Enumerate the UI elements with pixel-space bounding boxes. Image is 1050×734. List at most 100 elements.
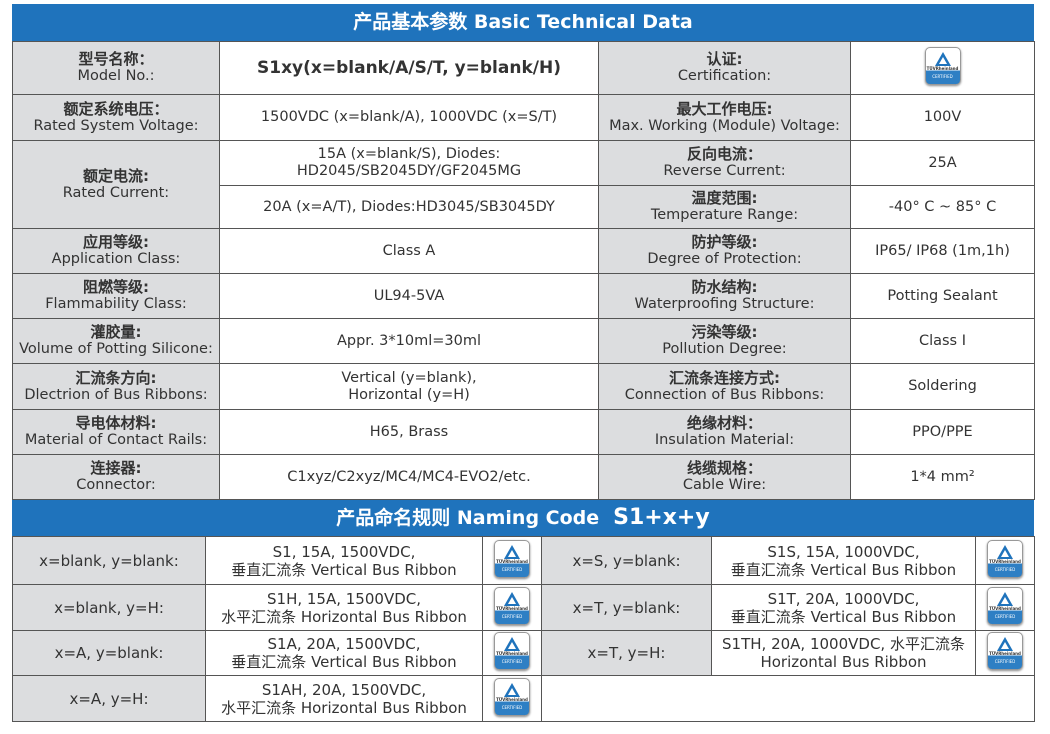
label-en: Max. Working (Module) Voltage: (609, 117, 840, 134)
naming-cert: TÜVRheinland CERTIFIED (482, 630, 542, 676)
naming-key: x=A, y=H: (12, 675, 206, 722)
label-cn: 污染等级: (691, 323, 758, 341)
naming-desc: S1A, 20A, 1500VDC, 垂直汇流条 Vertical Bus Rib… (205, 630, 483, 676)
naming-row: x=A, y=H: S1AH, 20A, 1500VDC, 水平汇流条 Horizo… (12, 675, 1035, 722)
naming-section-title: 产品命名规则 Naming Code (336, 507, 600, 529)
spec-label: 线缆规格： Cable Wire: (598, 454, 851, 500)
label-en: Rated System Voltage: (33, 117, 199, 134)
naming-key: x=blank, y=H: (12, 584, 206, 631)
label-en: Model No.: (77, 68, 155, 84)
label-cn: 应用等级: (83, 233, 149, 251)
label-cn: 额定电流: (83, 166, 149, 185)
naming-row: x=blank, y=blank: S1, 15A, 1500VDC, 垂直汇流条 … (12, 536, 1035, 585)
naming-desc: S1, 15A, 1500VDC, 垂直汇流条 Vertical Bus Ribb… (205, 536, 483, 585)
spec-value: -40° C ~ 85° C (850, 185, 1035, 229)
spec-label: 阻燃等级: Flammability Class: (12, 273, 220, 319)
spec-label: 绝缘材料： Insulation Material: (598, 409, 851, 455)
label-cn: 灌胶量: (90, 323, 142, 341)
naming-key: x=S, y=blank: (541, 536, 712, 585)
tuv-rheinland-certified-icon: TÜVRheinland CERTIFIED (987, 632, 1023, 670)
spec-value: S1xy(x=blank/A/S/T, y=blank/H) (219, 41, 599, 95)
spec-value: 1*4 mm² (850, 454, 1035, 500)
spec-row: 额定电流: Rated Current: 15A (x=blank/S), Diod… (12, 140, 1035, 229)
spec-label: 导电体材料: Material of Contact Rails: (12, 409, 220, 455)
label-cn: 阻燃等级: (83, 278, 149, 296)
spec-value: Class I (850, 318, 1035, 364)
spec-row: 20A (x=A/T), Diodes:HD3045/SB3045DY 温度范围:… (13, 185, 1035, 229)
label-en: Application Class: (51, 251, 181, 267)
label-en: Temperature Range: (650, 207, 799, 223)
label-cn: 绝缘材料： (686, 414, 762, 432)
basic-section-title: 产品基本参数 Basic Technical Data (12, 4, 1034, 41)
spec-value: 100V (850, 94, 1035, 141)
spec-value: H65, Brass (219, 409, 599, 455)
naming-code-section: 产品命名规则 Naming Code S1+x+y x=blank, y=blan… (12, 500, 1035, 722)
label-cn: 反向电流： (686, 145, 762, 163)
spec-label: 额定系统电压： Rated System Voltage: (12, 94, 220, 141)
naming-key: x=blank, y=blank: (12, 536, 206, 585)
tuv-rheinland-certified-icon: TÜVRheinland CERTIFIED (987, 586, 1023, 625)
label-cn: 防护等级: (691, 233, 758, 251)
label-en: Waterproofing Structure: (634, 296, 815, 312)
spec-value: Potting Sealant (850, 273, 1035, 319)
spec-label: 汇流条方向: Dlectrion of Bus Ribbons: (12, 363, 220, 410)
tuv-rheinland-certified-icon: TÜVRheinland CERTIFIED (494, 586, 530, 625)
label-en: Connection of Bus Ribbons: (624, 386, 825, 403)
spec-value: Vertical (y=blank), Horizontal (y=H) (219, 363, 599, 410)
label-en: Cable Wire: (682, 477, 767, 493)
label-cn: 汇流条连接方式: (669, 368, 780, 387)
spec-value: 25A (850, 140, 1035, 186)
empty-cell (541, 675, 1035, 722)
label-cn: 导电体材料: (75, 414, 157, 432)
spec-row: 阻燃等级: Flammability Class: UL94-5VA 防水结构: Wat… (12, 273, 1035, 319)
spec-label: 最大工作电压: Max. Working (Module) Voltage: (598, 94, 851, 141)
label-cn: 线缆规格： (686, 459, 762, 477)
spec-value: TÜVRheinland CERTIFIED (850, 41, 1035, 95)
spec-label: 防水结构: Waterproofing Structure: (598, 273, 851, 319)
spec-value: UL94-5VA (219, 273, 599, 319)
naming-row: x=A, y=blank: S1A, 20A, 1500VDC, 垂直汇流条 Ver… (12, 630, 1035, 676)
naming-key: x=T, y=blank: (541, 584, 712, 631)
naming-cert: TÜVRheinland CERTIFIED (975, 630, 1035, 676)
naming-cert: TÜVRheinland CERTIFIED (482, 584, 542, 631)
spec-value: Soldering (850, 363, 1035, 410)
spec-value: IP65/ IP68 (1m,1h) (850, 228, 1035, 274)
spec-label: 防护等级: Degree of Protection: (598, 228, 851, 274)
spec-row: 额定系统电压： Rated System Voltage: 1500VDC (x=b… (12, 94, 1035, 141)
label-en: Connector: (76, 477, 156, 493)
basic-data-table: 型号名称： Model No.: S1xy(x=blank/A/S/T, y=bla… (12, 41, 1035, 500)
naming-desc: S1TH, 20A, 1000VDC, 水平汇流条 Horizontal Bus … (711, 630, 976, 676)
label-en: Volume of Potting Silicone: (19, 341, 213, 357)
label-cn: 认证: (706, 50, 743, 68)
tuv-rheinland-certified-icon: TÜVRheinland CERTIFIED (494, 539, 530, 578)
naming-desc: S1T, 20A, 1000VDC, 垂直汇流条 Vertical Bus Rib… (711, 584, 976, 631)
spec-label: 灌胶量: Volume of Potting Silicone: (12, 318, 220, 364)
naming-desc: S1H, 15A, 1500VDC, 水平汇流条 Horizontal Bus R… (205, 584, 483, 631)
basic-technical-data-section: 产品基本参数 Basic Technical Data 型号名称： Model N… (12, 4, 1035, 500)
spec-value: 20A (x=A/T), Diodes:HD3045/SB3045DY (219, 185, 599, 229)
naming-section-header: 产品命名规则 Naming Code S1+x+y (12, 500, 1034, 536)
label-en: Flammability Class: (45, 296, 187, 312)
spec-label: 额定电流: Rated Current: (12, 140, 220, 229)
label-en: Rated Current: (62, 184, 170, 201)
label-cn: 额定系统电压： (63, 99, 169, 118)
label-cn: 最大工作电压: (676, 99, 773, 118)
label-en: Certification: (677, 68, 772, 84)
spec-row: 连接器: Connector: C1xyz/C2xyz/MC4/MC4-EVO2/e… (12, 454, 1035, 500)
naming-row: x=blank, y=H: S1H, 15A, 1500VDC, 水平汇流条 Hor… (12, 584, 1035, 631)
naming-code: S1+x+y (613, 505, 710, 530)
spec-label: 温度范围: Temperature Range: (598, 185, 851, 229)
spec-label: 认证: Certification: (598, 41, 851, 95)
label-cn: 防水结构: (691, 278, 758, 296)
spec-value: 15A (x=blank/S), Diodes: HD2045/SB2045DY/… (219, 140, 599, 186)
spec-row: 型号名称： Model No.: S1xy(x=blank/A/S/T, y=bla… (12, 41, 1035, 95)
naming-desc: S1AH, 20A, 1500VDC, 水平汇流条 Horizontal Bus … (205, 675, 483, 722)
label-en: Reverse Current: (663, 163, 786, 179)
tuv-rheinland-certified-icon: TÜVRheinland CERTIFIED (494, 677, 530, 716)
spec-value: PPO/PPE (850, 409, 1035, 455)
label-cn: 汇流条方向: (75, 368, 157, 387)
spec-label: 汇流条连接方式: Connection of Bus Ribbons: (598, 363, 851, 410)
label-en: Pollution Degree: (662, 341, 787, 357)
spec-row: 汇流条方向: Dlectrion of Bus Ribbons: Vertical … (12, 363, 1035, 410)
naming-key: x=T, y=H: (541, 630, 712, 676)
